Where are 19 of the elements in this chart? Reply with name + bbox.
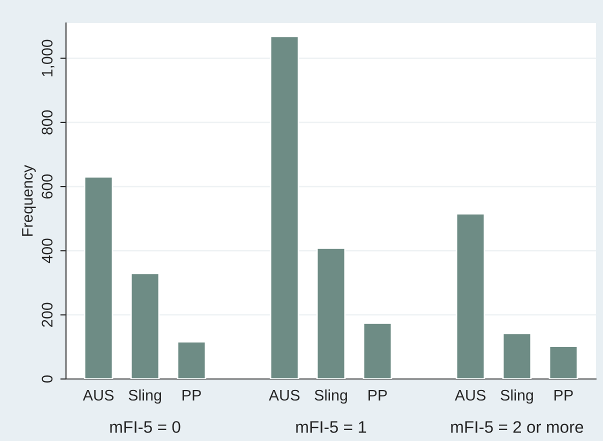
y-tick-label: 600 xyxy=(42,174,53,199)
y-tick-label: 200 xyxy=(42,302,53,327)
text: mFI-5 = 0 xyxy=(110,421,180,433)
y-axis-title: Frequency xyxy=(22,164,36,236)
x-tick-label: Sling xyxy=(500,389,533,404)
x-tick-label: Sling xyxy=(128,389,162,404)
y-tick-label: 800 xyxy=(42,110,53,135)
text: mFI-5 = 1 xyxy=(296,421,366,433)
x-tick-label: AUS xyxy=(82,390,114,401)
x-tick-label: PP xyxy=(554,390,573,400)
y-tick-label: 400 xyxy=(42,238,53,264)
x-tick-label: AUS xyxy=(268,390,300,401)
x-tick-label: PP xyxy=(182,390,201,400)
x-tick-label: PP xyxy=(368,390,387,400)
x-tick-label: Sling xyxy=(314,389,347,404)
x-tick-label: AUS xyxy=(454,390,486,401)
text: mFI-5 = 2 or more xyxy=(451,421,584,433)
y-tick-label: 1,000 xyxy=(42,40,54,76)
y-tick-label: 0 xyxy=(42,375,53,383)
